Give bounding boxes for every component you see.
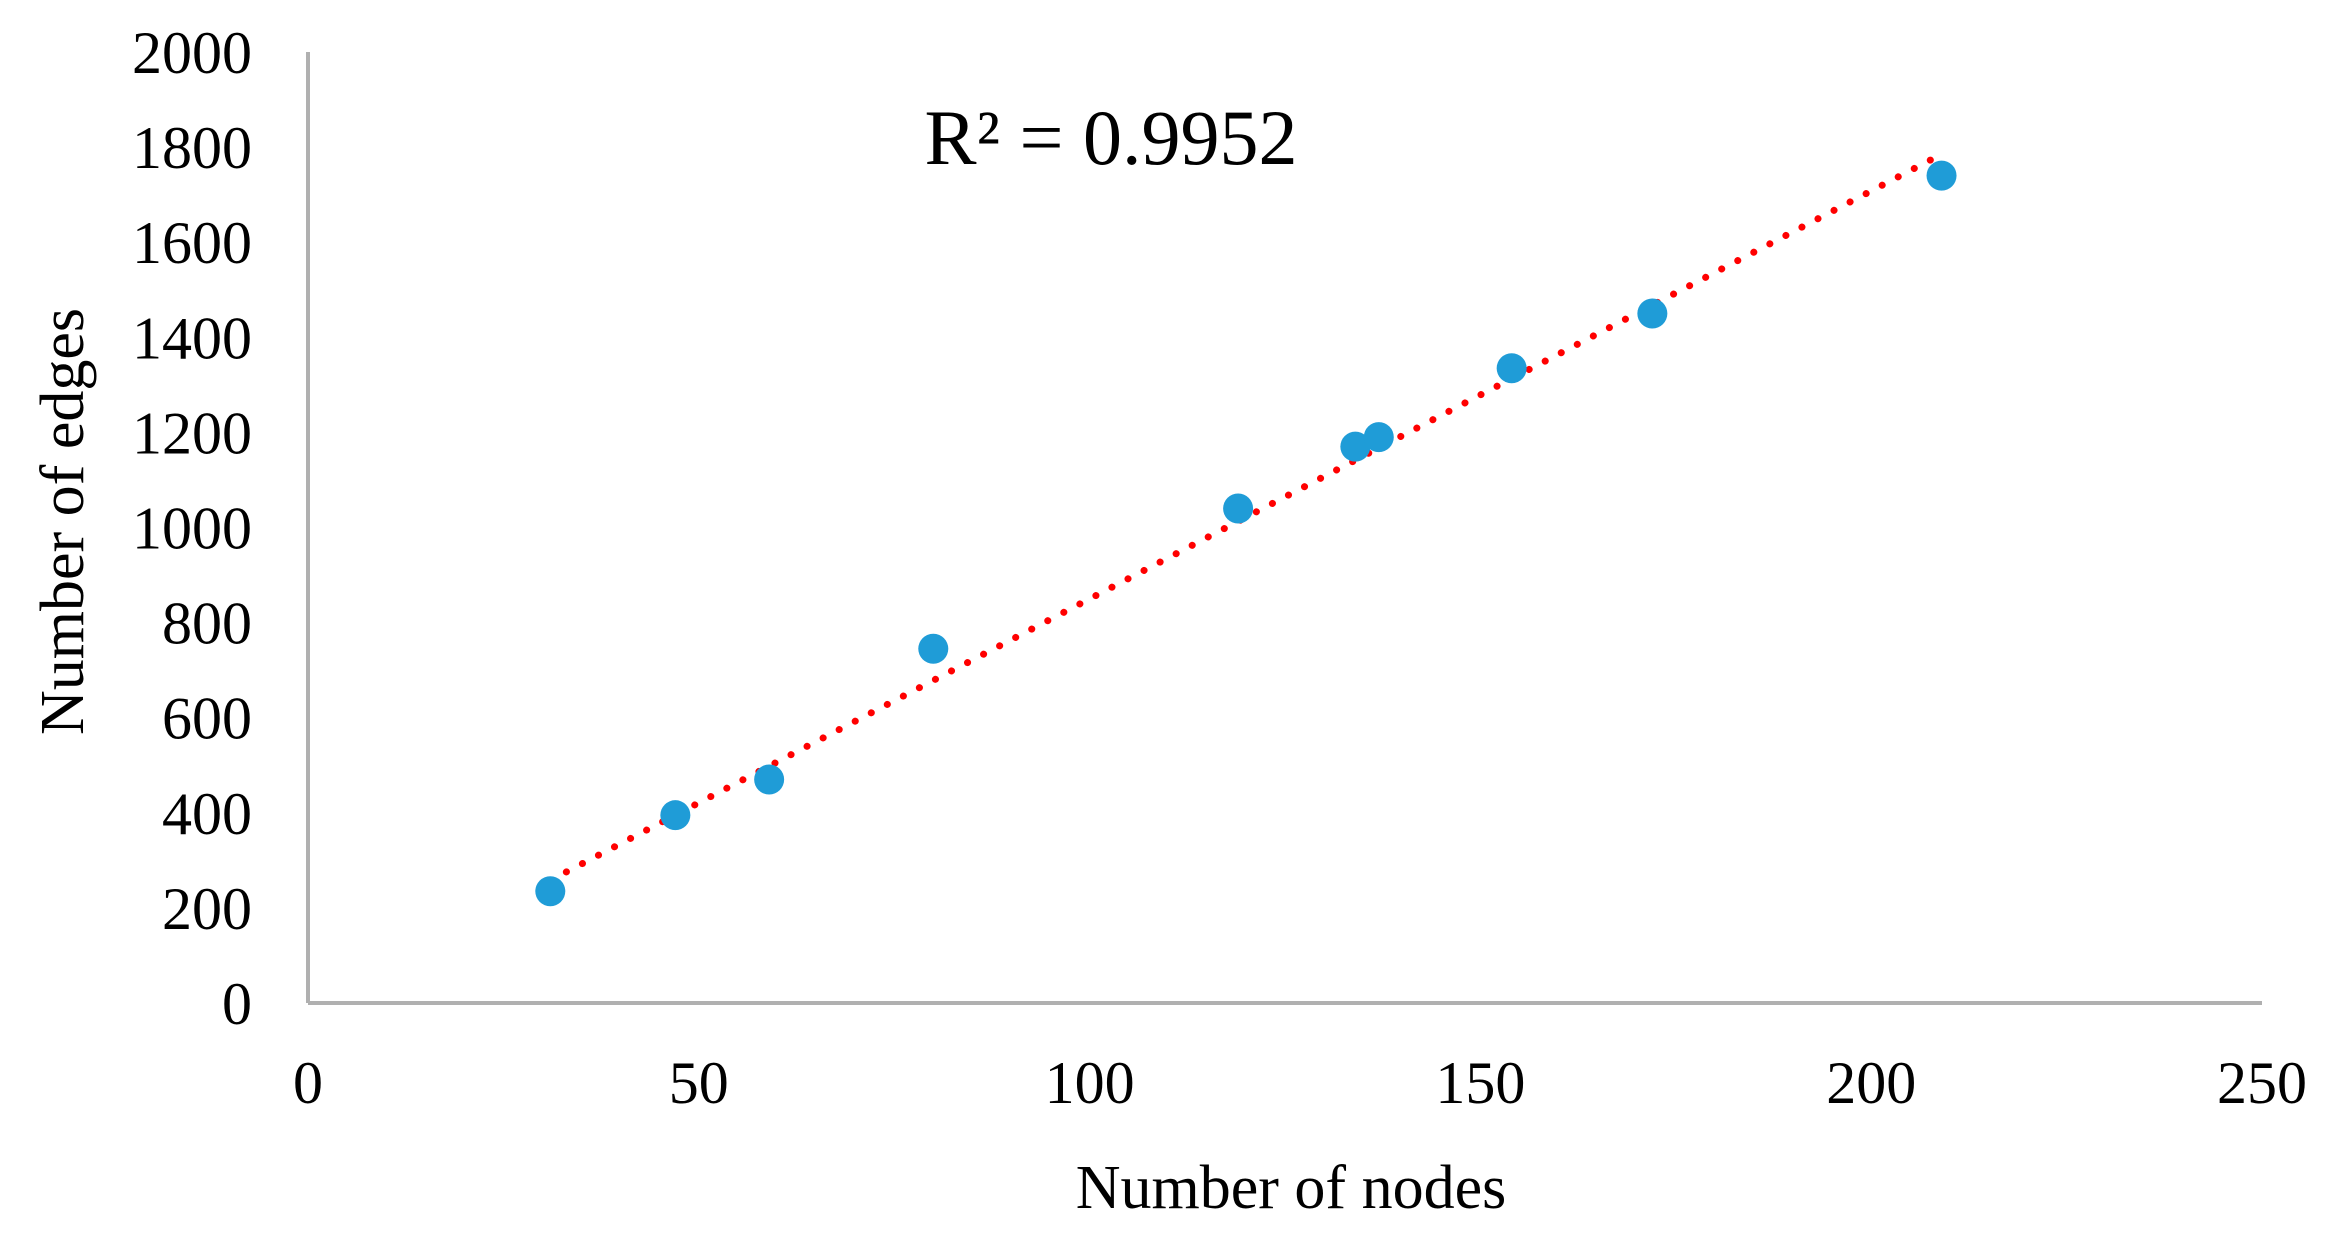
data-point bbox=[1223, 493, 1254, 524]
y-tick-label: 1600 bbox=[132, 210, 252, 276]
data-point bbox=[1926, 160, 1957, 191]
data-point bbox=[1496, 353, 1527, 384]
y-tick-label: 2000 bbox=[132, 20, 252, 86]
x-axis-title: Number of nodes bbox=[1076, 1154, 1506, 1222]
x-tick-labels: 0 50 100 150 200 250 bbox=[293, 1050, 2307, 1116]
y-tick-labels: 0 200 400 600 800 1000 1200 1400 1600 1800 2000 bbox=[132, 20, 252, 1037]
x-tick-label: 150 bbox=[1435, 1050, 1525, 1116]
y-tick-label: 1800 bbox=[132, 115, 252, 181]
x-tick-label: 100 bbox=[1045, 1050, 1135, 1116]
x-tick-label: 0 bbox=[293, 1050, 323, 1116]
y-tick-label: 1400 bbox=[132, 305, 252, 371]
y-tick-label: 400 bbox=[162, 781, 252, 847]
data-point bbox=[1637, 298, 1668, 329]
y-tick-label: 800 bbox=[162, 591, 252, 657]
y-axis-title: Number of edges bbox=[29, 308, 97, 735]
y-tick-label: 600 bbox=[162, 686, 252, 752]
data-point bbox=[1363, 422, 1394, 453]
r-squared-annotation: R² = 0.9952 bbox=[925, 94, 1298, 181]
axes bbox=[306, 52, 2262, 1005]
y-tick-label: 200 bbox=[162, 876, 252, 942]
data-points bbox=[535, 160, 1957, 907]
data-point bbox=[754, 764, 785, 795]
x-tick-label: 250 bbox=[2217, 1050, 2307, 1116]
data-point bbox=[918, 633, 949, 664]
data-point bbox=[535, 876, 566, 907]
y-tick-label: 1000 bbox=[132, 496, 252, 562]
data-point bbox=[1340, 431, 1371, 462]
data-point bbox=[660, 800, 691, 831]
y-tick-label: 0 bbox=[222, 971, 252, 1037]
x-tick-label: 200 bbox=[1826, 1050, 1916, 1116]
x-tick-label: 50 bbox=[669, 1050, 729, 1116]
y-tick-label: 1200 bbox=[132, 400, 252, 466]
